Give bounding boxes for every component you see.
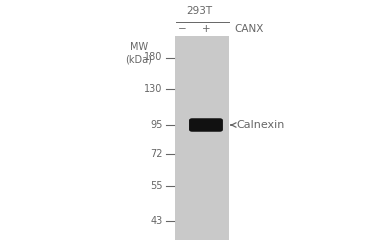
Text: 72: 72 (150, 149, 162, 159)
Text: CANX: CANX (234, 24, 263, 34)
Text: 55: 55 (150, 181, 162, 191)
Text: 293T: 293T (186, 6, 213, 16)
Text: 130: 130 (144, 84, 162, 94)
Text: 180: 180 (144, 52, 162, 62)
Text: +: + (202, 24, 211, 34)
Text: Calnexin: Calnexin (231, 120, 285, 130)
Text: −: − (178, 24, 187, 34)
FancyBboxPatch shape (189, 118, 223, 132)
Text: 43: 43 (150, 216, 162, 226)
Text: MW
(kDa): MW (kDa) (125, 42, 152, 64)
Bar (175, 36, 229, 240)
Text: 95: 95 (150, 120, 162, 130)
